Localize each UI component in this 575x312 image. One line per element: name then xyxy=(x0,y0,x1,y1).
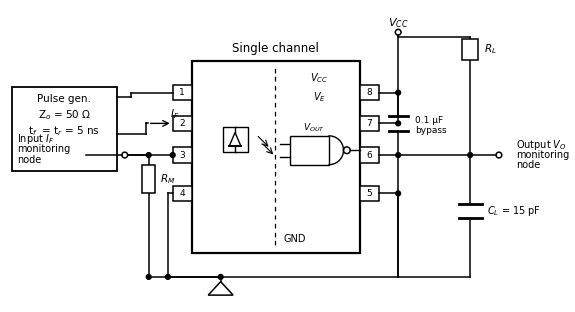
Text: node: node xyxy=(17,155,41,165)
Text: $V_E$: $V_E$ xyxy=(313,90,326,105)
Text: 4: 4 xyxy=(179,189,185,198)
Text: $V_{CC}$: $V_{CC}$ xyxy=(310,71,328,85)
Bar xyxy=(360,116,379,131)
Text: $C_L$ = 15 pF: $C_L$ = 15 pF xyxy=(488,204,542,218)
Bar xyxy=(12,87,117,171)
Circle shape xyxy=(146,153,151,158)
Text: monitoring: monitoring xyxy=(516,150,569,160)
Text: 3: 3 xyxy=(179,151,185,159)
Text: $V_{CC}$: $V_{CC}$ xyxy=(388,16,408,30)
Text: Pulse gen.: Pulse gen. xyxy=(37,95,91,105)
Bar xyxy=(172,186,192,201)
Circle shape xyxy=(467,153,473,158)
Circle shape xyxy=(396,121,401,126)
Bar xyxy=(223,127,247,152)
Text: $R_M$: $R_M$ xyxy=(160,172,175,186)
Text: $I_F$: $I_F$ xyxy=(170,107,179,121)
Bar xyxy=(192,61,360,253)
Text: Single channel: Single channel xyxy=(232,42,319,55)
Text: Output $V_O$: Output $V_O$ xyxy=(516,139,567,153)
Text: 2: 2 xyxy=(179,119,185,128)
Polygon shape xyxy=(229,133,241,146)
Bar xyxy=(360,186,379,201)
Text: Input $I_F$: Input $I_F$ xyxy=(17,132,55,146)
Bar xyxy=(290,136,329,165)
Circle shape xyxy=(166,275,170,279)
Text: node: node xyxy=(516,160,540,170)
Text: monitoring: monitoring xyxy=(17,144,71,154)
Bar xyxy=(172,85,192,100)
Text: 8: 8 xyxy=(366,88,372,97)
Circle shape xyxy=(396,191,401,196)
Circle shape xyxy=(218,275,223,279)
Text: 5: 5 xyxy=(366,189,372,198)
Text: GND: GND xyxy=(283,235,306,245)
Text: Z$_o$ = 50 Ω: Z$_o$ = 50 Ω xyxy=(38,108,91,122)
Text: 1: 1 xyxy=(179,88,185,97)
Circle shape xyxy=(146,275,151,279)
Text: t$_f$  = t$_r$ = 5 ns: t$_f$ = t$_r$ = 5 ns xyxy=(28,124,100,138)
Text: $V_{OUT}$: $V_{OUT}$ xyxy=(303,122,325,134)
Text: $R_L$: $R_L$ xyxy=(484,43,496,56)
Text: 0.1 µF: 0.1 µF xyxy=(415,116,443,125)
Bar xyxy=(360,85,379,100)
Circle shape xyxy=(396,153,401,158)
Circle shape xyxy=(170,153,175,158)
Polygon shape xyxy=(208,282,233,295)
Text: 7: 7 xyxy=(366,119,372,128)
Text: 6: 6 xyxy=(366,151,372,159)
Bar xyxy=(172,147,192,163)
Text: bypass: bypass xyxy=(415,126,447,134)
Bar xyxy=(142,165,155,193)
Circle shape xyxy=(396,90,401,95)
Bar xyxy=(172,116,192,131)
Bar xyxy=(360,147,379,163)
Bar xyxy=(462,39,478,60)
